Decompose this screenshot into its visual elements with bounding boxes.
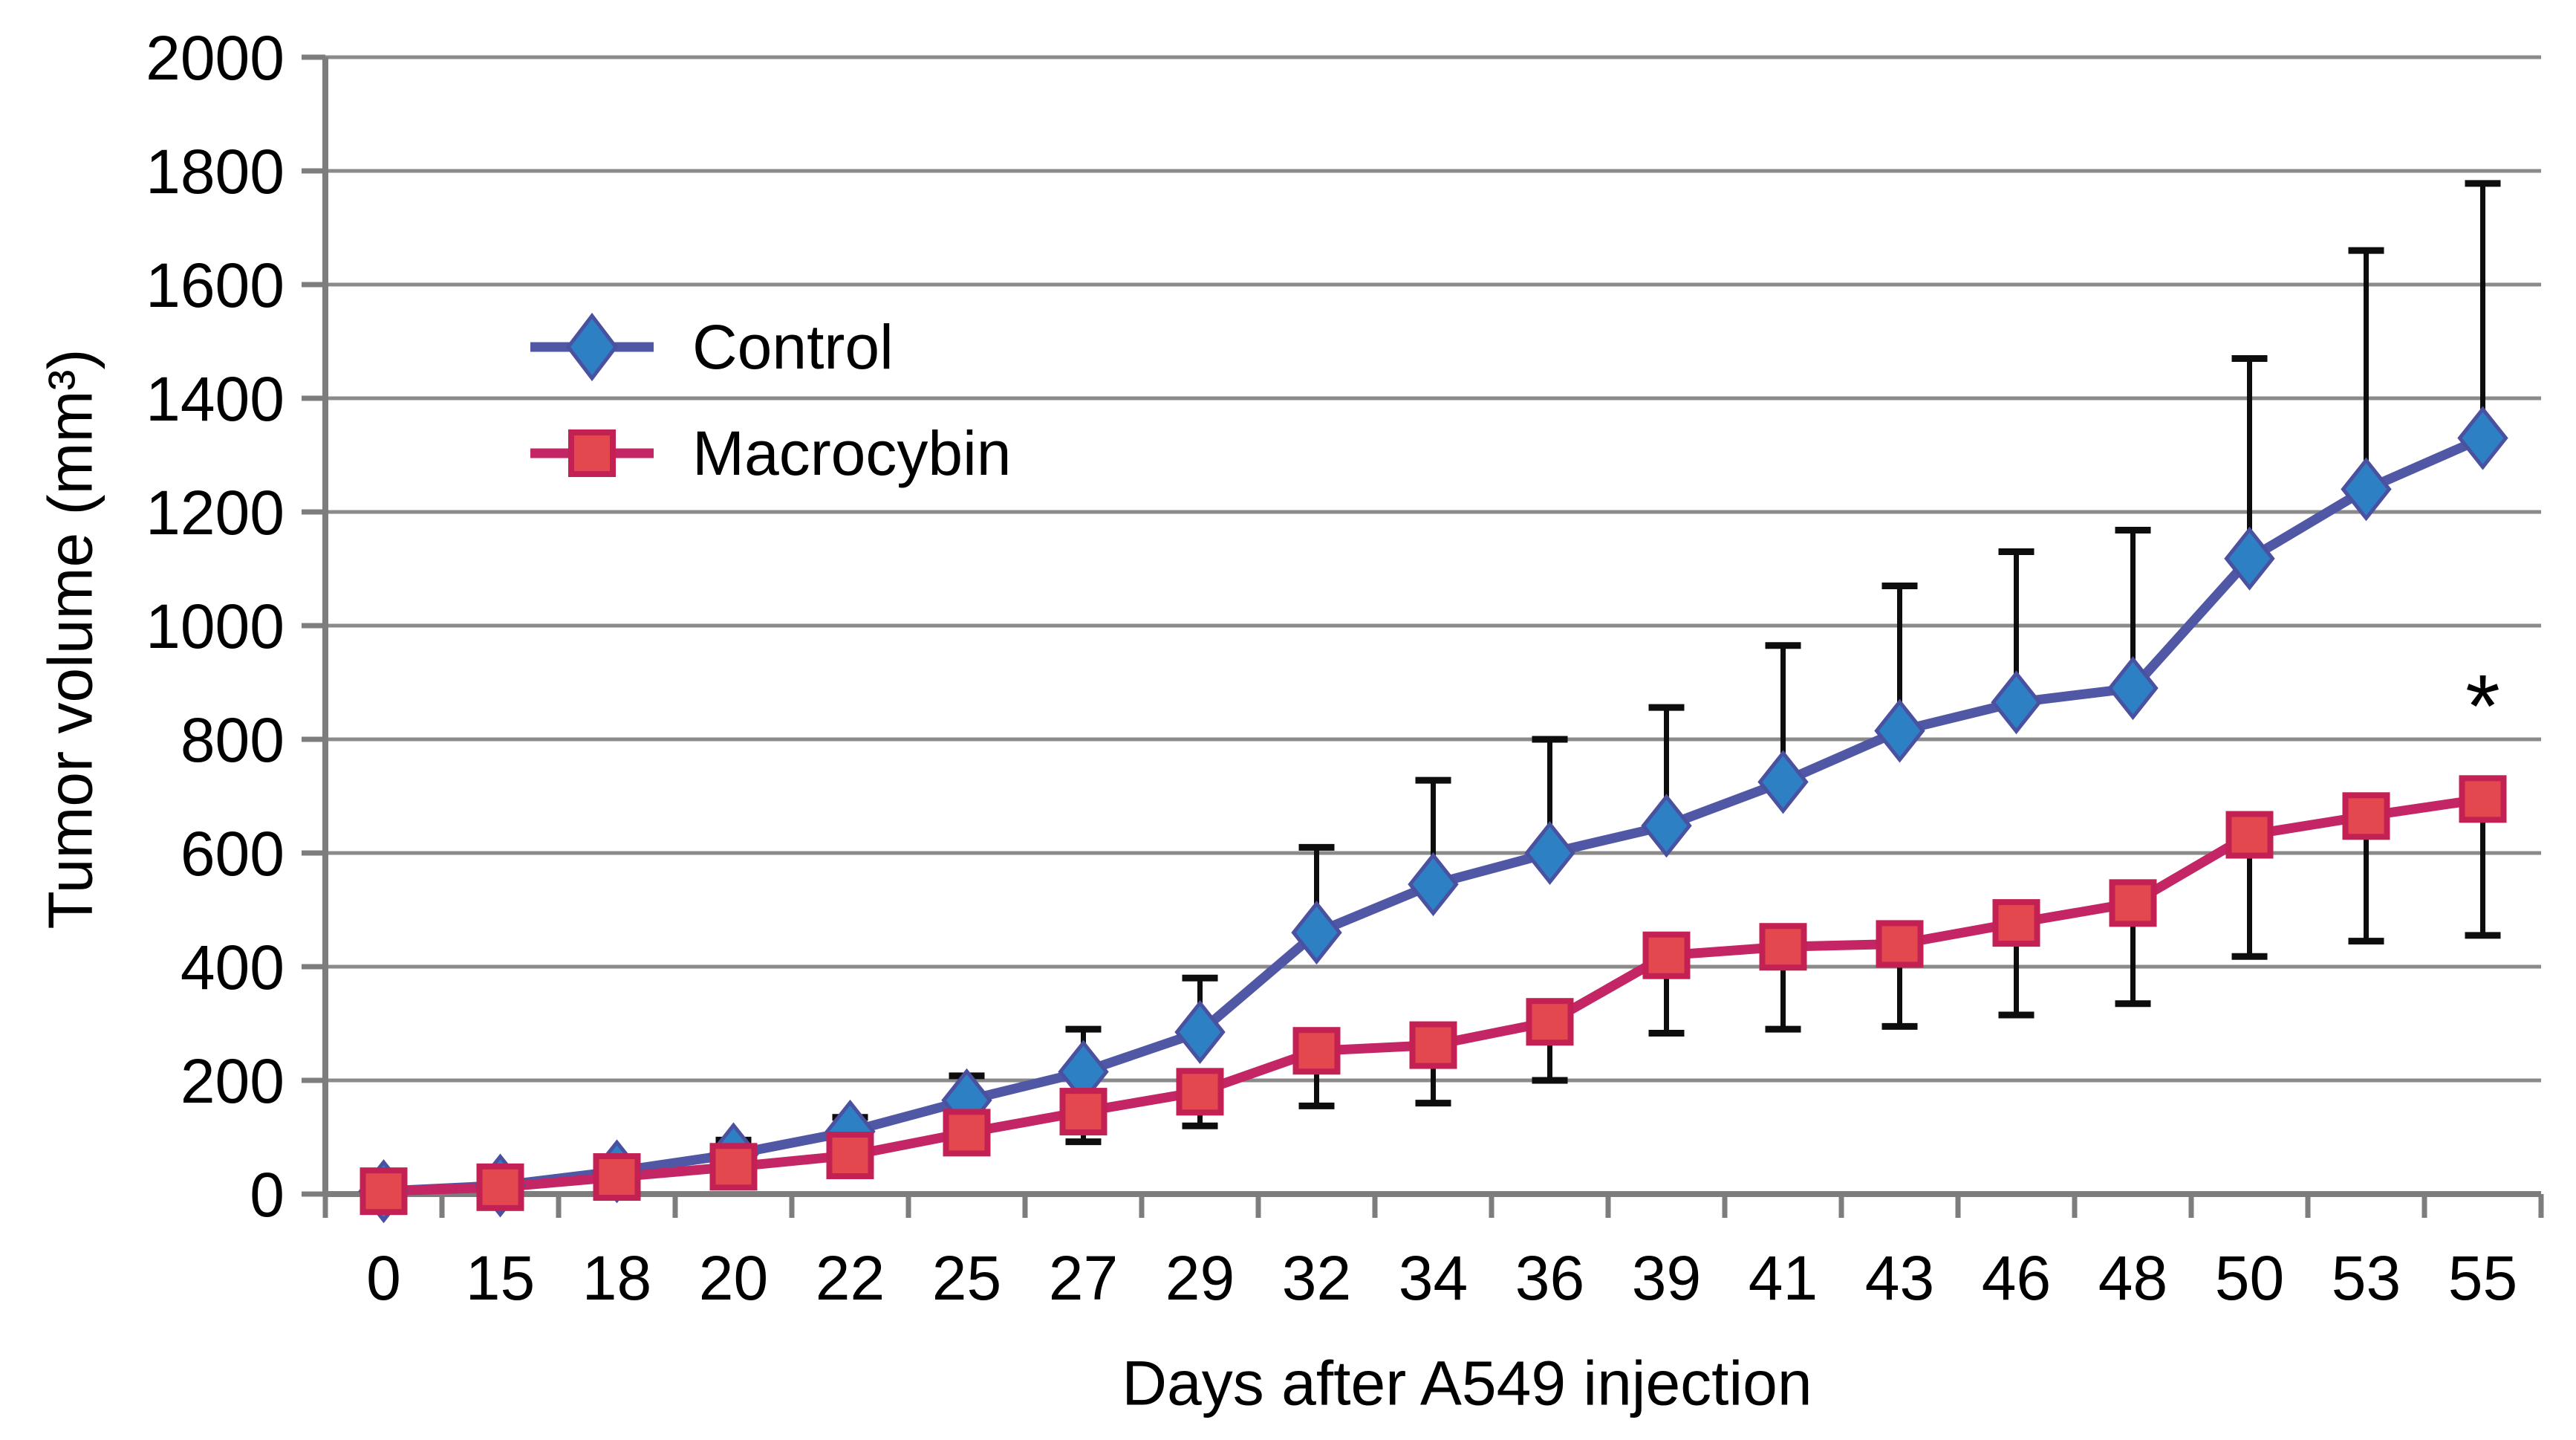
y-tick-label: 1000 bbox=[146, 591, 284, 661]
y-tick-label: 600 bbox=[180, 819, 284, 889]
control-marker bbox=[2457, 406, 2508, 470]
control-marker bbox=[1874, 698, 1925, 763]
macrocybin-marker bbox=[1059, 1088, 1108, 1136]
legend-label-macrocybin: Macrocybin bbox=[692, 418, 1012, 488]
x-tick-label: 48 bbox=[2098, 1243, 2167, 1313]
control-marker bbox=[1291, 901, 1342, 965]
x-tick-label: 29 bbox=[1165, 1243, 1235, 1313]
macrocybin-marker bbox=[1176, 1068, 1224, 1116]
control-marker bbox=[1991, 670, 2042, 735]
control-marker bbox=[1408, 852, 1459, 917]
y-tick-label: 0 bbox=[250, 1160, 284, 1230]
legend-label-control: Control bbox=[692, 311, 894, 382]
x-tick-label: 32 bbox=[1282, 1243, 1351, 1313]
macrocybin-marker bbox=[360, 1167, 408, 1216]
y-tick-label: 1600 bbox=[146, 250, 284, 320]
control-line-diamond-swatch bbox=[530, 312, 654, 382]
x-tick-label: 41 bbox=[1749, 1243, 1818, 1313]
control-marker bbox=[2107, 656, 2159, 721]
control-marker bbox=[1757, 750, 1809, 814]
x-tick-label: 50 bbox=[2215, 1243, 2284, 1313]
significance-asterisk: * bbox=[2465, 657, 2500, 756]
macrocybin-marker bbox=[2342, 792, 2390, 840]
macrocybin-marker bbox=[2225, 811, 2274, 859]
macrocybin-marker bbox=[709, 1143, 758, 1191]
macrocybin-marker bbox=[1992, 899, 2040, 947]
x-tick-label: 15 bbox=[466, 1243, 535, 1313]
macrocybin-line-square-swatch bbox=[530, 429, 654, 477]
y-tick-label: 2000 bbox=[146, 23, 284, 93]
macrocybin-marker bbox=[943, 1109, 991, 1157]
x-tick-label: 22 bbox=[816, 1243, 885, 1313]
macrocybin-marker bbox=[1292, 1027, 1341, 1075]
legend-item-macrocybin: Macrocybin bbox=[529, 418, 1011, 489]
control-marker bbox=[2224, 526, 2275, 591]
macrocybin-marker bbox=[2459, 775, 2507, 823]
x-axis-title: Days after A549 injection bbox=[1122, 1348, 1812, 1418]
control-marker bbox=[1174, 999, 1226, 1064]
macrocybin-marker bbox=[826, 1131, 874, 1179]
x-tick-label: 18 bbox=[582, 1243, 651, 1313]
x-tick-label: 20 bbox=[699, 1243, 768, 1313]
x-tick-label: 36 bbox=[1515, 1243, 1584, 1313]
control-marker bbox=[1524, 820, 1575, 886]
chart-legend: Control Macrocybin bbox=[529, 311, 1011, 524]
macrocybin-marker bbox=[1759, 923, 1807, 971]
y-tick-label: 1200 bbox=[146, 478, 284, 548]
x-tick-label: 46 bbox=[1982, 1243, 2051, 1313]
y-tick-label: 1400 bbox=[146, 364, 284, 434]
macrocybin-marker bbox=[2109, 879, 2157, 927]
x-tick-label: 25 bbox=[932, 1243, 1001, 1313]
y-axis-title: Tumor volume (mm³) bbox=[35, 348, 105, 930]
macrocybin-marker bbox=[1876, 920, 1924, 968]
x-tick-label: 39 bbox=[1632, 1243, 1701, 1313]
x-tick-label: 0 bbox=[366, 1243, 401, 1313]
x-tick-label: 34 bbox=[1399, 1243, 1468, 1313]
x-tick-label: 55 bbox=[2448, 1243, 2517, 1313]
macrocybin-marker bbox=[1526, 998, 1574, 1046]
x-tick-label: 43 bbox=[1865, 1243, 1934, 1313]
control-marker bbox=[1641, 794, 1692, 858]
legend-item-control: Control bbox=[529, 311, 1011, 383]
macrocybin-marker bbox=[1409, 1021, 1457, 1069]
control-marker bbox=[2341, 457, 2392, 522]
y-tick-label: 1800 bbox=[146, 137, 284, 207]
x-tick-label: 27 bbox=[1049, 1243, 1118, 1313]
y-tick-label: 400 bbox=[180, 933, 284, 1002]
macrocybin-marker bbox=[593, 1153, 641, 1201]
y-tick-label: 200 bbox=[180, 1046, 284, 1116]
y-tick-label: 800 bbox=[180, 705, 284, 775]
x-tick-label: 53 bbox=[2332, 1243, 2401, 1313]
macrocybin-marker bbox=[476, 1163, 524, 1211]
macrocybin-marker bbox=[1642, 931, 1691, 979]
